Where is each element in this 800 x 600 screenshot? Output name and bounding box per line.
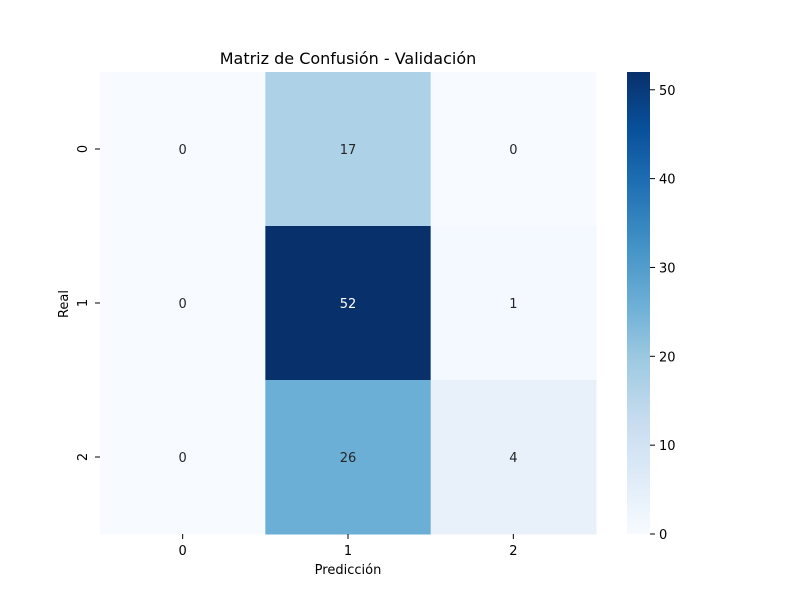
heatmap-cell (265, 380, 432, 535)
heatmap-cell (430, 380, 597, 535)
heatmap-cells (100, 72, 597, 535)
heatmap-cell (265, 226, 432, 381)
cell-value-label: 26 (340, 451, 357, 466)
heatmap-cell (430, 226, 597, 381)
colorbar-tick-label: 40 (659, 173, 676, 188)
x-axis-label: Predicción (315, 563, 382, 578)
heatmap-cell (100, 72, 266, 227)
colorbar-tick-label: 20 (659, 350, 676, 365)
y-tick-label: 2 (76, 453, 91, 461)
colorbar-ticks: 0 10 20 30 40 50 (650, 84, 676, 543)
heatmap-cell (100, 380, 266, 535)
colorbar (627, 72, 650, 534)
y-tick-label: 0 (76, 145, 91, 153)
colorbar-tick-label: 10 (659, 439, 676, 454)
colorbar-tick-label: 0 (659, 528, 667, 543)
chart-title: Matriz de Confusión - Validación (220, 49, 477, 68)
cell-value-label: 17 (340, 143, 357, 158)
x-tick-label: 0 (179, 544, 187, 559)
cell-value-label: 0 (179, 143, 187, 158)
heatmap-cell (265, 72, 432, 227)
colorbar-tick-label: 50 (659, 84, 676, 99)
cell-value-label: 4 (509, 451, 517, 466)
heatmap-cell-labels: 0 17 0 0 52 1 0 26 4 (179, 143, 518, 466)
x-tick-label: 2 (509, 544, 517, 559)
cell-value-label: 0 (509, 143, 517, 158)
heatmap-cell (100, 226, 266, 381)
y-tick-label: 1 (76, 299, 91, 307)
cell-value-label: 52 (340, 297, 357, 312)
x-tick-label: 1 (344, 544, 352, 559)
y-axis-ticks: 0 1 2 (76, 145, 100, 461)
cell-value-label: 0 (179, 297, 187, 312)
cell-value-label: 0 (179, 451, 187, 466)
y-axis-label: Real (57, 290, 72, 318)
cell-value-label: 1 (509, 297, 517, 312)
colorbar-tick-label: 30 (659, 261, 676, 276)
heatmap-cell (430, 72, 597, 227)
x-axis-ticks: 0 1 2 (179, 534, 517, 559)
